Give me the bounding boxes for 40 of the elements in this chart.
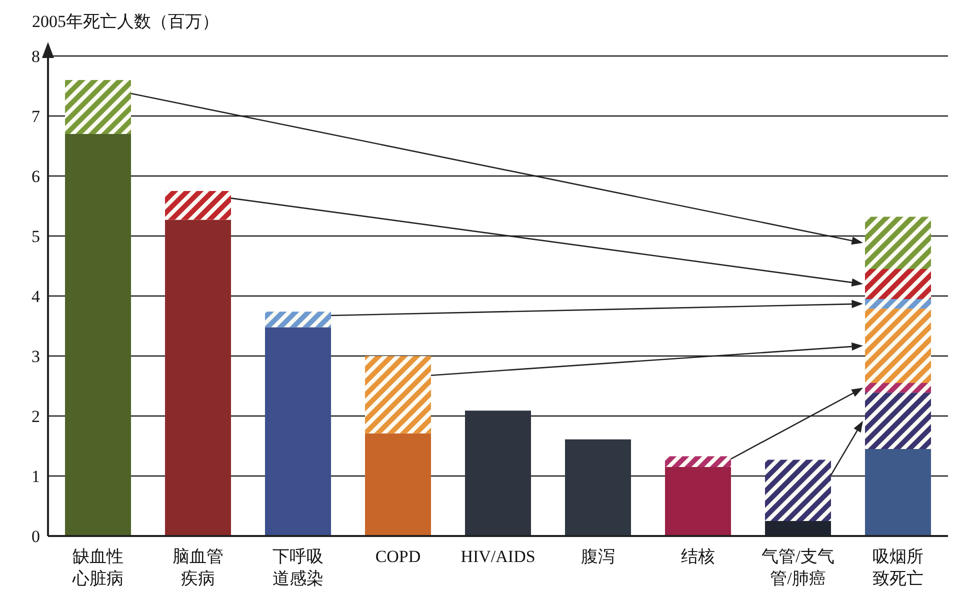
bar: [665, 456, 731, 467]
bar: [765, 460, 831, 521]
bar: [365, 356, 431, 434]
bar: [865, 269, 931, 299]
bar: [865, 299, 931, 309]
bar: [565, 439, 631, 536]
y-axis-title: 2005年死亡人数（百万）: [31, 11, 220, 33]
x-tick-label: 吸烟所致死亡: [872, 547, 924, 588]
bar: [465, 410, 531, 536]
x-tick-label: COPD: [375, 547, 421, 566]
bar: [65, 134, 131, 536]
bar: [865, 392, 931, 449]
x-tick-label: 下呼吸道感染: [272, 547, 324, 588]
x-tick-label: HIV/AIDS: [460, 547, 536, 566]
y-tick-label: 4: [32, 287, 40, 306]
bar: [365, 433, 431, 536]
bar: [665, 467, 731, 536]
y-tick-label: 2: [32, 407, 40, 426]
x-tick-label: 结核: [681, 547, 715, 566]
bar: [65, 80, 131, 134]
x-tick-label: 气管/支气管/肺癌: [762, 547, 834, 588]
y-tick-label: 3: [32, 347, 40, 366]
y-tick-label: 1: [32, 467, 40, 486]
x-tick-label: 脑血管疾病: [172, 547, 224, 588]
bar: [865, 383, 931, 393]
bar: [765, 521, 831, 536]
y-tick-label: 5: [32, 227, 40, 246]
x-tick-label: 腹泻: [581, 547, 615, 566]
bar: [865, 449, 931, 536]
y-tick-label: 7: [32, 107, 40, 126]
bar: [865, 216, 931, 269]
y-tick-label: 0: [32, 527, 40, 546]
bar: [165, 220, 231, 536]
y-tick-label: 8: [32, 47, 40, 66]
bar: [265, 312, 331, 328]
x-tick-label: 缺血性心脏病: [72, 547, 124, 588]
bar: [865, 308, 931, 383]
bar: [165, 191, 231, 220]
bar: [265, 327, 331, 536]
y-tick-label: 6: [32, 167, 40, 186]
